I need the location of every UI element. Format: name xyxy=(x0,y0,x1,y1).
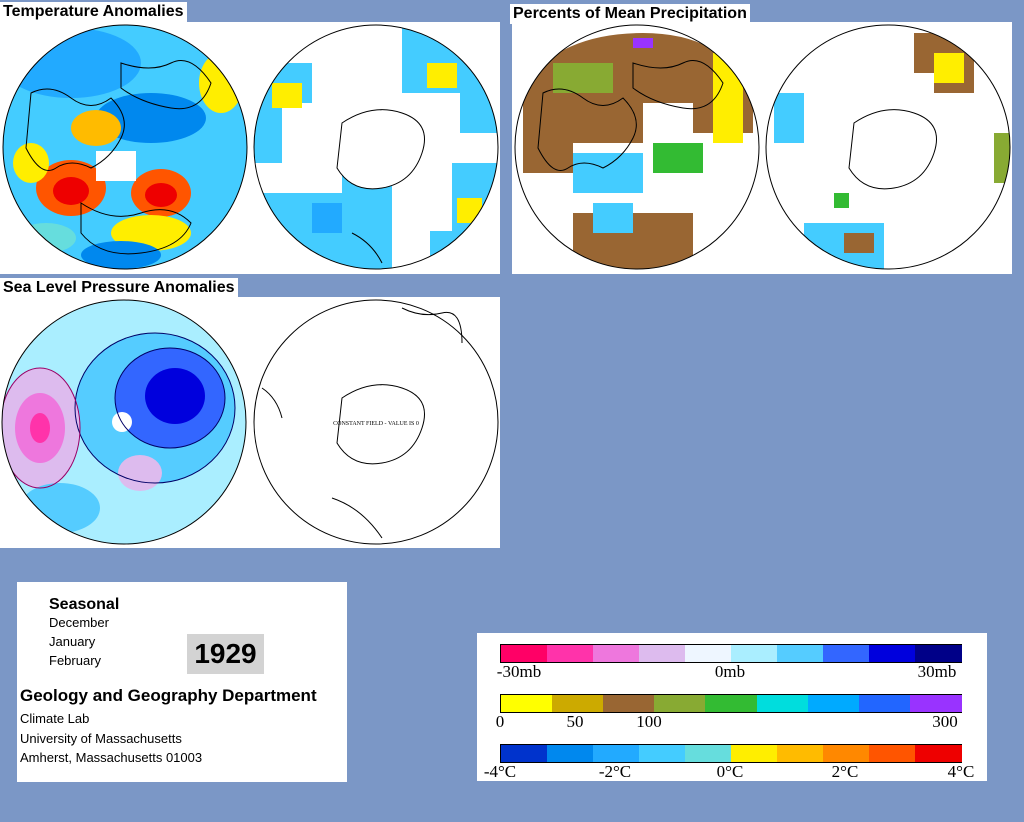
precipitation-south-globe xyxy=(764,23,1012,271)
precip-scale-segment xyxy=(552,695,605,712)
precip-scale-segment xyxy=(654,695,707,712)
temperature-panel-title: Temperature Anomalies xyxy=(0,2,187,22)
pressure-scale-segment xyxy=(869,645,916,662)
precipitation-panel-title: Percents of Mean Precipitation xyxy=(510,4,750,24)
year-display: 1929 xyxy=(187,634,264,674)
precip-scale-segment xyxy=(807,695,860,712)
temp-scale-segment xyxy=(915,745,962,762)
lab-label: Climate Lab xyxy=(20,711,90,726)
pressure-scale-segment xyxy=(823,645,870,662)
pressure-scale-segment xyxy=(777,645,824,662)
pressure-scale-segment xyxy=(593,645,640,662)
pressure-scale-segment xyxy=(685,645,732,662)
temp-label-2: 2°C xyxy=(831,762,859,781)
temp-label-4: 4°C xyxy=(947,762,975,781)
precipitation-color-scale xyxy=(500,694,962,713)
pressure-scale-segment xyxy=(731,645,778,662)
temp-scale-segment xyxy=(685,745,732,762)
pressure-north-globe xyxy=(0,298,248,546)
temperature-color-scale xyxy=(500,744,962,763)
month-1: December xyxy=(49,615,109,630)
precip-scale-segment xyxy=(858,695,911,712)
temp-scale-segment xyxy=(731,745,778,762)
info-box: Seasonal December January February 1929 … xyxy=(17,582,347,782)
temp-scale-segment xyxy=(547,745,594,762)
pressure-scale-segment xyxy=(639,645,686,662)
legend-box: -30mb 0mb 30mb 0 50 100 300 -4°C -2°C 0°… xyxy=(477,633,987,781)
precip-label-300: 300 xyxy=(932,712,958,731)
pressure-scale-segment xyxy=(915,645,962,662)
temp-scale-segment xyxy=(777,745,824,762)
pressure-label-zero: 0mb xyxy=(714,662,746,681)
month-2: January xyxy=(49,634,96,649)
precipitation-north-globe xyxy=(513,23,761,271)
pressure-south-globe: CONSTANT FIELD - VALUE IS 0 xyxy=(252,298,500,546)
pressure-panel: CONSTANT FIELD - VALUE IS 0 xyxy=(0,297,500,548)
temp-label-neg4: -4°C xyxy=(483,762,517,781)
precip-scale-segment xyxy=(909,695,962,712)
temp-label-0: 0°C xyxy=(716,762,744,781)
temp-scale-segment xyxy=(593,745,640,762)
precip-label-100: 100 xyxy=(636,712,662,731)
temperature-south-globe xyxy=(252,23,500,271)
precip-scale-segment xyxy=(705,695,758,712)
precip-scale-segment xyxy=(756,695,809,712)
temp-label-neg2: -2°C xyxy=(598,762,632,781)
pressure-panel-title: Sea Level Pressure Anomalies xyxy=(0,278,238,298)
temp-scale-segment xyxy=(869,745,916,762)
address-label: Amherst, Massachusetts 01003 xyxy=(20,750,203,765)
temperature-north-globe xyxy=(1,23,249,271)
university-label: University of Massachusetts xyxy=(20,731,182,746)
constant-field-note: CONSTANT FIELD - VALUE IS 0 xyxy=(333,421,419,427)
precip-scale-segment xyxy=(501,695,554,712)
precip-scale-segment xyxy=(603,695,656,712)
temp-scale-segment xyxy=(823,745,870,762)
pressure-scale-segment xyxy=(501,645,548,662)
month-3: February xyxy=(49,653,102,668)
pressure-label-max: 30mb xyxy=(917,662,957,681)
pressure-scale-segment xyxy=(547,645,594,662)
precipitation-panel xyxy=(512,22,1012,274)
temperature-panel xyxy=(0,22,500,274)
pressure-color-scale xyxy=(500,644,962,663)
precip-label-50: 50 xyxy=(566,712,584,731)
department-label: Geology and Geography Department xyxy=(20,686,317,705)
temp-scale-segment xyxy=(639,745,686,762)
temp-scale-segment xyxy=(501,745,548,762)
pressure-label-min: -30mb xyxy=(496,662,542,681)
precip-label-0: 0 xyxy=(495,712,505,731)
season-label: Seasonal xyxy=(49,596,120,613)
